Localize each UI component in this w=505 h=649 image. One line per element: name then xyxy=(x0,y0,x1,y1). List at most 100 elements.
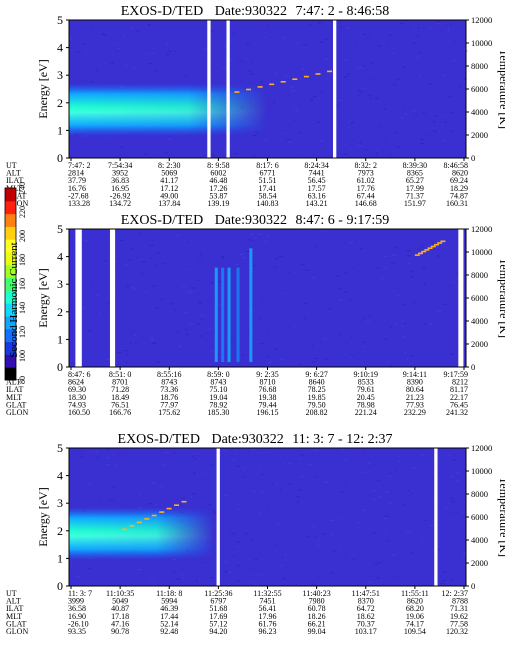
table-cell: 73.36 xyxy=(160,385,178,394)
table-cell: 69.30 xyxy=(68,385,86,394)
temperature-point xyxy=(234,91,240,93)
table-cell: 9: 2:35 xyxy=(256,370,278,379)
temperature-point xyxy=(280,81,286,83)
table-cell: 8620 xyxy=(407,597,423,606)
colorbar-swatch xyxy=(5,239,16,253)
table-cell: 9: 6:27 xyxy=(305,370,327,379)
temperature-point xyxy=(424,249,430,251)
table-cell: 8620 xyxy=(452,169,468,178)
temperature-point xyxy=(434,243,439,246)
y2-tick-label: 2000 xyxy=(471,130,488,140)
table-cell: 81.17 xyxy=(450,385,468,394)
colorbar-label: Second Harmonic Current xyxy=(8,242,20,357)
table-cell: 77.93 xyxy=(406,400,424,409)
panel-2-title: EXOS-D/TED Date:930322 8:47: 6 - 9:17:59 xyxy=(121,213,390,228)
colorbar-tick-label: 220 xyxy=(18,206,27,218)
bright-column xyxy=(221,267,225,362)
table-cell: -27.68 xyxy=(68,191,89,200)
data-gap xyxy=(216,448,220,586)
y-tick-label: 1 xyxy=(57,551,63,565)
table-cell: 18.76 xyxy=(160,393,178,402)
y-tick-label: 5 xyxy=(57,222,63,236)
table-row-label: MLT xyxy=(6,612,22,621)
table-cell: 7:54:34 xyxy=(108,161,132,170)
y2-tick-label: 8000 xyxy=(471,489,488,499)
table-cell: 18.49 xyxy=(111,393,129,402)
table-cell: 7:47: 2 xyxy=(68,161,90,170)
table-row-label: GLON xyxy=(6,627,28,636)
colorbar-tick-label: 200 xyxy=(18,230,27,242)
panel-2: EXOS-D/TED Date:930322 8:47: 6 - 9:17:59… xyxy=(6,213,505,417)
y-tick-label: 5 xyxy=(57,13,63,27)
table-cell: 17.44 xyxy=(160,612,178,621)
table-cell: 58.54 xyxy=(259,191,277,200)
beam-band xyxy=(69,83,268,137)
table-cell: 221.24 xyxy=(355,408,377,417)
table-cell: -26.92 xyxy=(110,191,131,200)
table-cell: 241.32 xyxy=(446,408,468,417)
table-row-label: ILAT xyxy=(6,604,23,613)
colorbar-swatch xyxy=(5,328,16,343)
y2-tick-label: 8000 xyxy=(471,61,488,71)
table-row-label: ILAT xyxy=(6,385,23,394)
colorbar-swatch xyxy=(5,264,16,279)
y2-tick-label: 4000 xyxy=(471,535,488,545)
temperature-point xyxy=(129,525,135,527)
table-cell: 8390 xyxy=(407,378,423,387)
colorbar-tick-label: 80 xyxy=(18,376,27,384)
y2-tick-label: 6000 xyxy=(471,84,488,94)
table-cell: 63.16 xyxy=(308,191,326,200)
y2-tick-label: 12000 xyxy=(471,443,492,453)
y2-tick-label: 2000 xyxy=(471,558,488,568)
table-cell: 16.76 xyxy=(68,184,86,193)
table-cell: 57.12 xyxy=(209,619,227,628)
table-cell: 5994 xyxy=(161,597,177,606)
table-cell: 8:24:34 xyxy=(304,161,328,170)
table-row-label: ILAT xyxy=(6,176,23,185)
table-cell: 7451 xyxy=(260,597,276,606)
y-tick-label: 1 xyxy=(57,332,63,346)
panel-1-title: EXOS-D/TED Date:930322 7:47: 2 - 8:46:58 xyxy=(121,4,390,19)
table-cell: 137.84 xyxy=(158,199,180,208)
table-cell: 71.31 xyxy=(450,604,468,613)
temperature-point xyxy=(246,88,251,91)
table-row-label: ALT xyxy=(6,597,21,606)
temperature-point xyxy=(292,78,298,80)
temperature-point xyxy=(427,247,433,249)
table-cell: 19.38 xyxy=(259,393,277,402)
temperature-point xyxy=(136,521,142,524)
table-cell: 78.92 xyxy=(209,400,227,409)
table-cell: 8:32: 2 xyxy=(355,161,377,170)
table-cell: 109.54 xyxy=(404,627,426,636)
table-cell: 146.68 xyxy=(355,199,377,208)
bright-column xyxy=(236,267,240,362)
table-cell: 75.10 xyxy=(209,385,227,394)
table-cell: 69.24 xyxy=(450,176,468,185)
table-row-label: MLT xyxy=(6,393,22,402)
colorbar-tick-label: 120 xyxy=(18,326,27,338)
table-cell: 8743 xyxy=(161,378,177,387)
data-gap xyxy=(458,229,464,367)
table-cell: 8:55:16 xyxy=(157,370,181,379)
table-cell: 185.30 xyxy=(207,408,229,417)
table-cell: 78.25 xyxy=(308,385,326,394)
temperature-point xyxy=(315,73,321,75)
table-cell: 19.85 xyxy=(308,393,326,402)
y2-tick-label: 4000 xyxy=(471,316,488,326)
y-tick-label: 0 xyxy=(57,151,63,165)
colorbar-swatch xyxy=(5,316,16,330)
temperature-point xyxy=(159,511,165,513)
y-tick-label: 3 xyxy=(57,277,63,291)
table-cell: 53.87 xyxy=(209,191,227,200)
table-cell: 11:25:36 xyxy=(204,589,232,598)
y2-tick-label: 6000 xyxy=(471,293,488,303)
table-cell: 8701 xyxy=(112,378,128,387)
table-cell: 65.27 xyxy=(406,176,424,185)
colorbar-tick-label: 180 xyxy=(18,254,27,266)
temperature-point xyxy=(151,514,157,517)
table-cell: 6797 xyxy=(210,597,226,606)
temperature-point xyxy=(166,507,172,510)
y2-axis-label: Temperature [K] xyxy=(497,49,505,129)
table-cell: 7973 xyxy=(358,169,374,178)
